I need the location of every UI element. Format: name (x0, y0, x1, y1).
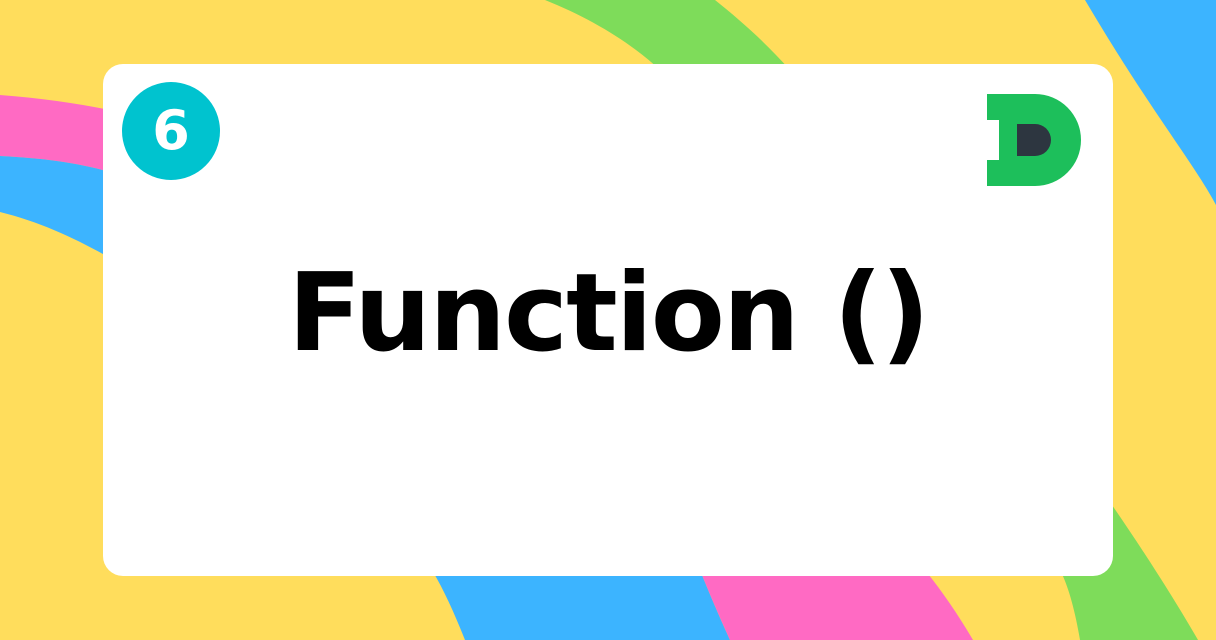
d-logo-icon (987, 94, 1081, 186)
left-blue-stripe (0, 156, 110, 258)
bottom-blue-stripe (432, 570, 730, 640)
left-pink-stripe (0, 95, 110, 172)
bottom-pink-stripe (700, 570, 973, 640)
content-card: 6 Function () (103, 64, 1113, 576)
top-green-stripe (545, 0, 790, 70)
top-right-blue-stripe (1085, 0, 1216, 205)
slide-title: Function () (287, 251, 930, 376)
number-badge: 6 (122, 82, 220, 180)
badge-number: 6 (152, 99, 190, 162)
bottom-right-green-stripe (1060, 495, 1198, 640)
